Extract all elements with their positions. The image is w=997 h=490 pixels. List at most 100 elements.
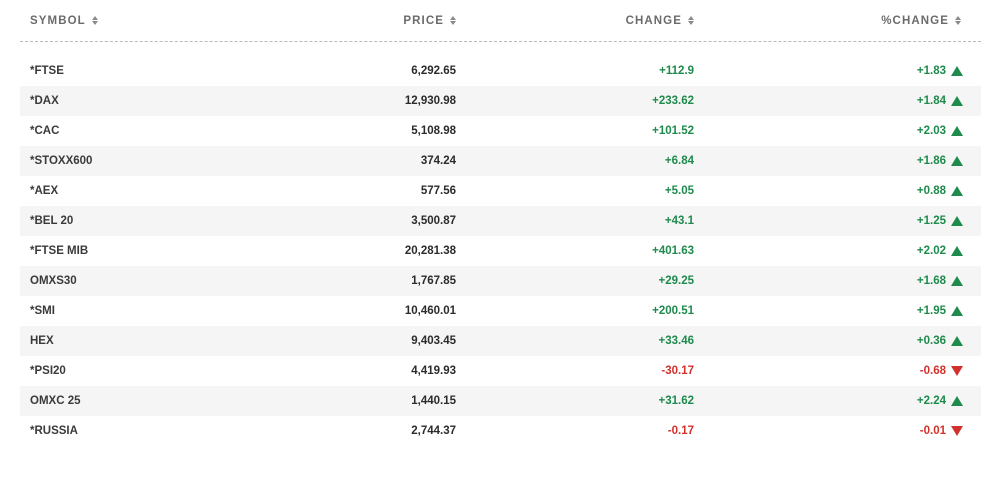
triangle-down-icon bbox=[951, 366, 963, 376]
pct-change-value: +1.83 bbox=[916, 65, 946, 77]
triangle-up-icon bbox=[951, 396, 963, 406]
change-cell: +29.25 bbox=[658, 275, 695, 287]
pct-change-cell: -0.68 bbox=[694, 365, 971, 377]
symbol-link[interactable]: *BEL 20 bbox=[30, 215, 74, 227]
symbol-link[interactable]: *SMI bbox=[30, 305, 55, 317]
pct-change-cell: +0.36 bbox=[694, 335, 971, 347]
pct-change-cell: +2.03 bbox=[694, 125, 971, 137]
pct-change-cell: +1.86 bbox=[694, 155, 971, 167]
symbol-link[interactable]: OMXC 25 bbox=[30, 395, 81, 407]
pct-change-value: +1.25 bbox=[916, 215, 946, 227]
table-row[interactable]: *DAX 12,930.98 +233.62 +1.84 bbox=[20, 86, 981, 116]
pct-change-value: +0.36 bbox=[916, 335, 946, 347]
pct-change-value: +1.68 bbox=[916, 275, 946, 287]
sort-icon[interactable] bbox=[91, 16, 98, 25]
pct-change-cell: +1.84 bbox=[694, 95, 971, 107]
change-cell: -30.17 bbox=[661, 365, 694, 377]
symbol-link[interactable]: HEX bbox=[30, 335, 54, 347]
price-cell: 2,744.37 bbox=[411, 425, 456, 437]
change-cell: +6.84 bbox=[664, 155, 694, 167]
column-header-price-label: PRICE bbox=[403, 14, 444, 27]
symbol-link[interactable]: *FTSE bbox=[30, 65, 64, 77]
price-cell: 4,419.93 bbox=[411, 365, 456, 377]
table-row[interactable]: *BEL 20 3,500.87 +43.1 +1.25 bbox=[20, 206, 981, 236]
price-cell: 374.24 bbox=[420, 155, 456, 167]
price-cell: 5,108.98 bbox=[411, 125, 456, 137]
symbol-link[interactable]: *FTSE MIB bbox=[30, 245, 89, 257]
pct-change-cell: +2.24 bbox=[694, 395, 971, 407]
symbol-link[interactable]: *DAX bbox=[30, 95, 59, 107]
price-cell: 12,930.98 bbox=[404, 95, 456, 107]
column-header-price[interactable]: PRICE bbox=[220, 15, 456, 27]
pct-change-value: +0.88 bbox=[916, 185, 946, 197]
triangle-up-icon bbox=[951, 306, 963, 316]
change-cell: +233.62 bbox=[652, 95, 694, 107]
change-cell: +101.52 bbox=[652, 125, 694, 137]
sort-icon[interactable] bbox=[955, 16, 961, 25]
table-row[interactable]: HEX 9,403.45 +33.46 +0.36 bbox=[20, 326, 981, 356]
symbol-link[interactable]: *STOXX600 bbox=[30, 155, 93, 167]
change-cell: +31.62 bbox=[658, 395, 695, 407]
table-row[interactable]: *AEX 577.56 +5.05 +0.88 bbox=[20, 176, 981, 206]
column-header-symbol[interactable]: SYMBOL bbox=[20, 15, 220, 27]
table-row[interactable]: *RUSSIA 2,744.37 -0.17 -0.01 bbox=[20, 416, 981, 446]
pct-change-value: +2.02 bbox=[916, 245, 946, 257]
symbol-link[interactable]: *AEX bbox=[30, 185, 59, 197]
pct-change-value: -0.68 bbox=[919, 365, 946, 377]
column-header-pct-change-label: %CHANGE bbox=[881, 14, 949, 27]
triangle-up-icon bbox=[951, 336, 963, 346]
table-row[interactable]: *PSI20 4,419.93 -30.17 -0.68 bbox=[20, 356, 981, 386]
triangle-up-icon bbox=[951, 126, 963, 136]
pct-change-cell: +1.68 bbox=[694, 275, 971, 287]
pct-change-value: +1.86 bbox=[916, 155, 946, 167]
price-cell: 577.56 bbox=[420, 185, 456, 197]
symbol-link[interactable]: *RUSSIA bbox=[30, 425, 78, 437]
pct-change-cell: +1.83 bbox=[694, 65, 971, 77]
change-cell: +33.46 bbox=[658, 335, 695, 347]
change-cell: +5.05 bbox=[664, 185, 694, 197]
table-row[interactable]: OMXC 25 1,440.15 +31.62 +2.24 bbox=[20, 386, 981, 416]
pct-change-cell: +1.25 bbox=[694, 215, 971, 227]
triangle-up-icon bbox=[951, 216, 963, 226]
symbol-link[interactable]: *PSI20 bbox=[30, 365, 66, 377]
price-cell: 3,500.87 bbox=[411, 215, 456, 227]
triangle-up-icon bbox=[951, 66, 963, 76]
pct-change-value: +1.84 bbox=[916, 95, 946, 107]
table-row[interactable]: OMXS30 1,767.85 +29.25 +1.68 bbox=[20, 266, 981, 296]
pct-change-cell: -0.01 bbox=[694, 425, 971, 437]
price-cell: 6,292.65 bbox=[411, 65, 456, 77]
triangle-down-icon bbox=[951, 426, 963, 436]
column-header-change-label: CHANGE bbox=[625, 14, 682, 27]
pct-change-value: +2.03 bbox=[916, 125, 946, 137]
table-body: *FTSE 6,292.65 +112.9 +1.83 *DAX 12,930.98 +23… bbox=[20, 56, 981, 446]
column-header-change[interactable]: CHANGE bbox=[456, 15, 694, 27]
table-row[interactable]: *SMI 10,460.01 +200.51 +1.95 bbox=[20, 296, 981, 326]
market-table: SYMBOL PRICE CHANGE %CHANGE *FTSE 6,292.6… bbox=[20, 0, 981, 446]
column-header-symbol-label: SYMBOL bbox=[30, 14, 86, 27]
sort-icon[interactable] bbox=[688, 16, 694, 25]
pct-change-value: +1.95 bbox=[916, 305, 946, 317]
table-row[interactable]: *CAC 5,108.98 +101.52 +2.03 bbox=[20, 116, 981, 146]
change-cell: +401.63 bbox=[652, 245, 694, 257]
price-cell: 1,440.15 bbox=[411, 395, 456, 407]
triangle-up-icon bbox=[951, 96, 963, 106]
price-cell: 9,403.45 bbox=[411, 335, 456, 347]
price-cell: 10,460.01 bbox=[404, 305, 456, 317]
table-header: SYMBOL PRICE CHANGE %CHANGE bbox=[20, 0, 981, 42]
table-row[interactable]: *FTSE 6,292.65 +112.9 +1.83 bbox=[20, 56, 981, 86]
change-cell: +200.51 bbox=[652, 305, 694, 317]
table-row[interactable]: *FTSE MIB 20,281.38 +401.63 +2.02 bbox=[20, 236, 981, 266]
price-cell: 20,281.38 bbox=[404, 245, 456, 257]
triangle-up-icon bbox=[951, 186, 963, 196]
symbol-link[interactable]: OMXS30 bbox=[30, 275, 77, 287]
change-cell: +43.1 bbox=[664, 215, 694, 227]
change-cell: +112.9 bbox=[659, 65, 694, 77]
triangle-up-icon bbox=[951, 246, 963, 256]
sort-icon[interactable] bbox=[450, 16, 456, 25]
triangle-up-icon bbox=[951, 156, 963, 166]
pct-change-cell: +1.95 bbox=[694, 305, 971, 317]
symbol-link[interactable]: *CAC bbox=[30, 125, 60, 137]
column-header-pct-change[interactable]: %CHANGE bbox=[694, 15, 971, 27]
pct-change-cell: +2.02 bbox=[694, 245, 971, 257]
table-row[interactable]: *STOXX600 374.24 +6.84 +1.86 bbox=[20, 146, 981, 176]
